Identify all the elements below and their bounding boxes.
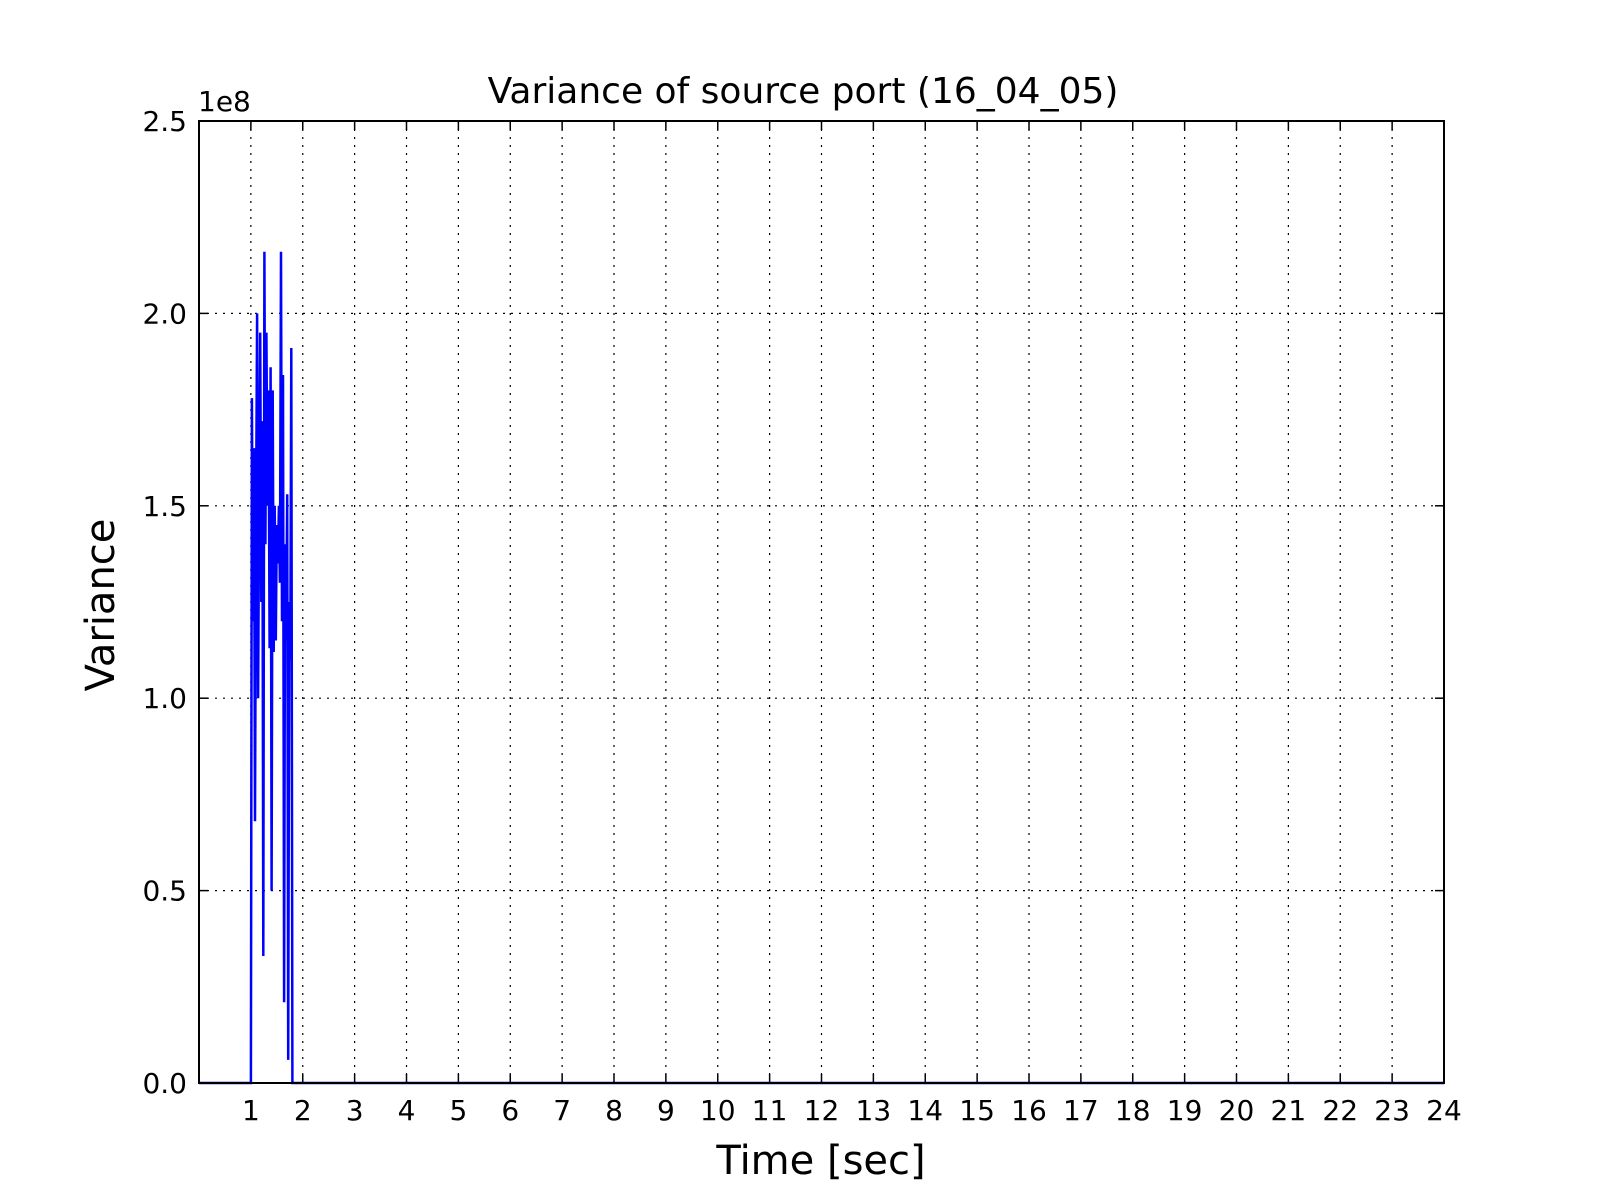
y-tick-label: 0.0 — [142, 1067, 187, 1100]
x-tick-label: 24 — [1426, 1094, 1462, 1127]
x-tick-label: 19 — [1167, 1094, 1203, 1127]
x-tick-label: 9 — [657, 1094, 675, 1127]
x-tick-label: 5 — [449, 1094, 467, 1127]
x-tick-label: 3 — [346, 1094, 364, 1127]
y-tick-label: 1.0 — [142, 682, 187, 715]
x-tick-label: 4 — [398, 1094, 416, 1127]
x-axis-title: Time [sec] — [715, 1138, 925, 1184]
x-tick-label: 7 — [553, 1094, 571, 1127]
grid-lines — [199, 121, 1445, 1083]
variance-series-line — [199, 251, 1444, 1085]
y-tick-label: 1.5 — [142, 490, 187, 523]
y-tick-label: 2.0 — [142, 297, 187, 330]
x-tick-label: 20 — [1219, 1094, 1255, 1127]
x-tick-label: 11 — [752, 1094, 788, 1127]
x-tick-label: 14 — [907, 1094, 943, 1127]
plot-frame — [198, 120, 1445, 1084]
x-tick-label: 13 — [856, 1094, 892, 1127]
chart-title: Variance of source port (16_04_05) — [488, 71, 1119, 112]
x-tick-label: 21 — [1271, 1094, 1307, 1127]
x-tick-label: 15 — [959, 1094, 995, 1127]
tick-labels: 1 2 3 4 5 6 7 8 9 10 11 12 13 14 15 16 17 18 19 20 21 22 23 240… — [142, 105, 1461, 1127]
x-tick-label: 23 — [1374, 1094, 1410, 1127]
y-tick-label: 0.5 — [142, 875, 187, 908]
x-tick-label: 10 — [700, 1094, 736, 1127]
y-axis-offset-label: 1e8 — [198, 85, 251, 118]
x-tick-label: 22 — [1322, 1094, 1358, 1127]
x-tick-label: 6 — [501, 1094, 519, 1127]
x-tick-label: 16 — [1011, 1094, 1047, 1127]
x-tick-label: 12 — [804, 1094, 840, 1127]
x-tick-label: 17 — [1063, 1094, 1099, 1127]
x-tick-label: 18 — [1115, 1094, 1151, 1127]
series-lines — [199, 251, 1444, 1085]
y-tick-label: 2.5 — [142, 105, 187, 138]
x-tick-label: 1 — [242, 1094, 260, 1127]
x-tick-label: 8 — [605, 1094, 623, 1127]
x-tick-label: 2 — [294, 1094, 312, 1127]
y-axis-title: Variance — [78, 519, 124, 692]
